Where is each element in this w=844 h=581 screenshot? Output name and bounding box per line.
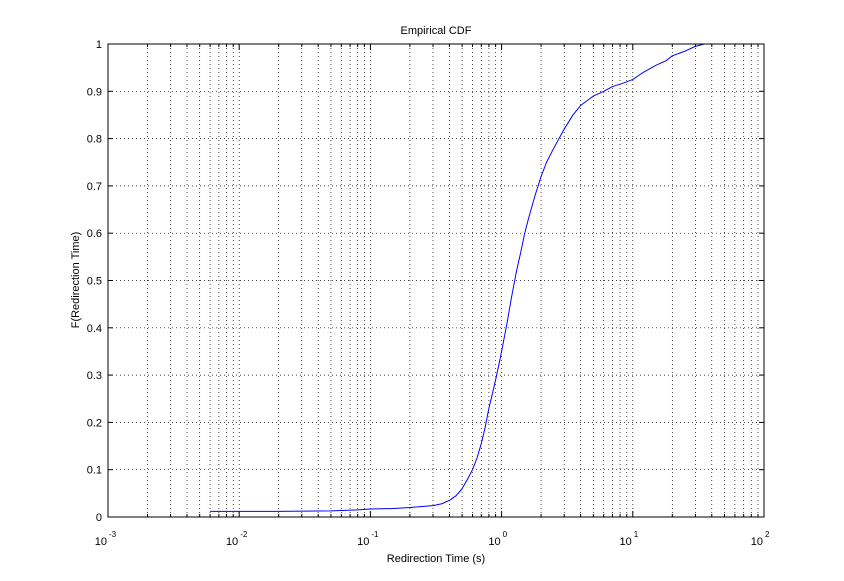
cdf-series-line xyxy=(210,43,712,512)
x-tick-exponent: -3 xyxy=(109,530,117,539)
y-tick-label: 0.2 xyxy=(87,417,102,429)
x-axis-label: Redirection Time (s) xyxy=(387,553,485,565)
series-group xyxy=(210,43,712,512)
y-tick-label: 0.6 xyxy=(87,228,102,240)
x-tick-label: 10 xyxy=(95,536,107,548)
y-tick-label: 0.1 xyxy=(87,465,102,477)
x-tick-exponent: 0 xyxy=(503,530,508,539)
y-tick-label: 0.3 xyxy=(87,370,102,382)
y-tick-label: 0.5 xyxy=(87,276,102,288)
plot-frame xyxy=(107,43,765,518)
y-tick-label: 0.8 xyxy=(87,134,102,146)
y-tick-label: 0 xyxy=(96,512,102,524)
grid xyxy=(108,44,764,517)
x-tick-exponent: 1 xyxy=(634,530,639,539)
y-tick-label: 0.4 xyxy=(87,323,102,335)
x-tick-label: 10 xyxy=(751,536,763,548)
y-axis: 0 0.1 0.2 0.3 0.4 0.5 0.6 0.7 0.8 0.9 1 xyxy=(87,39,764,524)
y-axis-label: F(Redirection Time) xyxy=(70,232,82,329)
x-tick-exponent: 2 xyxy=(765,530,770,539)
y-tick-label: 0.7 xyxy=(87,181,102,193)
x-tick-label: 10 xyxy=(357,536,369,548)
x-tick-exponent: -1 xyxy=(371,530,379,539)
y-tick-label: 1 xyxy=(96,39,102,51)
chart-title: Empirical CDF xyxy=(401,25,472,37)
x-tick-label: 10 xyxy=(620,536,632,548)
x-tick-exponent: -2 xyxy=(240,530,248,539)
x-tick-label: 10 xyxy=(226,536,238,548)
y-tick-label: 0.9 xyxy=(87,86,102,98)
x-tick-label: 10 xyxy=(488,536,500,548)
